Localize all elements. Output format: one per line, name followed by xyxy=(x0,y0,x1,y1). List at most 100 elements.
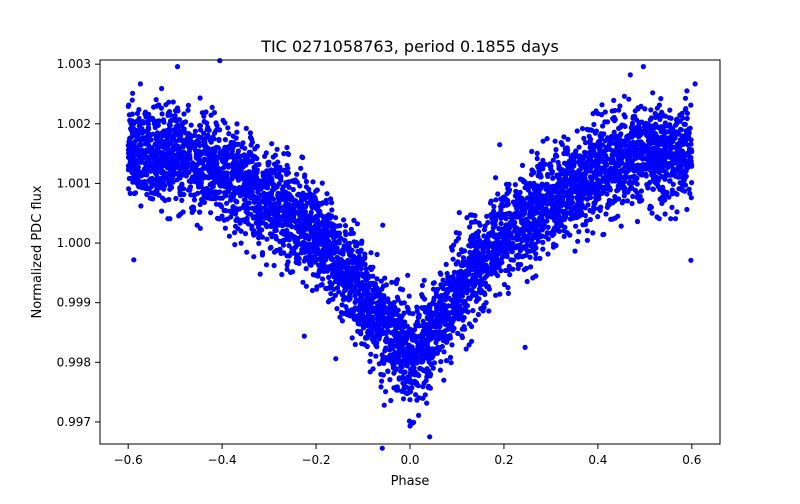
data-point xyxy=(552,138,558,144)
data-point xyxy=(342,238,348,244)
data-point xyxy=(129,130,135,136)
data-point xyxy=(428,362,434,368)
data-point xyxy=(445,289,451,296)
data-point xyxy=(317,208,323,214)
data-point xyxy=(125,154,132,160)
data-point xyxy=(493,197,499,203)
data-point xyxy=(592,130,599,136)
data-point xyxy=(634,218,641,225)
data-point xyxy=(501,241,507,247)
data-point xyxy=(330,249,336,255)
data-point xyxy=(622,148,628,154)
data-point xyxy=(531,180,537,186)
data-point xyxy=(395,307,401,313)
data-point xyxy=(524,278,530,285)
data-point xyxy=(545,171,551,178)
data-point xyxy=(307,241,313,247)
data-point xyxy=(211,166,217,172)
data-point xyxy=(587,194,594,201)
data-point xyxy=(442,297,449,303)
data-point xyxy=(657,196,663,202)
data-point xyxy=(670,169,676,175)
data-point xyxy=(563,149,569,155)
data-point xyxy=(126,102,132,108)
data-point xyxy=(389,302,395,308)
data-point xyxy=(508,233,514,239)
data-point xyxy=(482,291,488,297)
data-point xyxy=(314,286,320,292)
data-point xyxy=(192,128,198,134)
data-point xyxy=(501,236,507,242)
data-point xyxy=(300,279,306,285)
data-point xyxy=(505,186,511,192)
data-point xyxy=(150,196,156,202)
data-point xyxy=(260,170,266,176)
data-point xyxy=(229,176,235,182)
data-point xyxy=(687,190,693,197)
data-point xyxy=(138,203,144,209)
data-point xyxy=(482,280,488,286)
data-point xyxy=(373,309,379,315)
data-point xyxy=(306,248,312,254)
data-point xyxy=(558,185,564,191)
data-point xyxy=(590,230,596,236)
data-point xyxy=(259,250,266,256)
data-point xyxy=(337,314,343,320)
data-point xyxy=(285,170,291,176)
data-point xyxy=(506,263,512,269)
data-point xyxy=(485,219,491,226)
data-point xyxy=(338,309,344,316)
data-point xyxy=(576,144,582,150)
data-point xyxy=(483,300,489,306)
data-point xyxy=(152,162,158,168)
data-point xyxy=(257,227,263,233)
data-point xyxy=(583,160,589,166)
data-point xyxy=(153,97,159,103)
data-point xyxy=(469,267,475,273)
data-point xyxy=(398,300,404,306)
data-point xyxy=(445,326,451,332)
data-point xyxy=(646,125,652,131)
data-point xyxy=(316,262,322,268)
data-point xyxy=(584,188,590,194)
data-point xyxy=(362,286,368,292)
data-point xyxy=(689,180,695,186)
data-point xyxy=(292,177,299,183)
data-point xyxy=(342,223,349,229)
data-point xyxy=(438,333,444,339)
data-point xyxy=(656,102,663,108)
data-point xyxy=(555,207,561,213)
data-point xyxy=(379,378,385,384)
data-point xyxy=(409,351,415,357)
data-point xyxy=(453,230,459,236)
data-point xyxy=(602,109,608,115)
data-point xyxy=(198,135,204,141)
data-point xyxy=(532,241,538,247)
data-point xyxy=(253,220,259,226)
data-point xyxy=(249,205,255,211)
data-point xyxy=(148,190,154,196)
data-point xyxy=(564,230,570,236)
data-point xyxy=(554,173,560,179)
data-point xyxy=(630,193,636,199)
data-point xyxy=(390,319,396,325)
data-point xyxy=(518,227,524,233)
data-point xyxy=(185,107,191,113)
data-point xyxy=(480,245,486,251)
data-point xyxy=(505,285,511,291)
data-point xyxy=(231,142,237,148)
data-point xyxy=(564,145,570,151)
data-point xyxy=(600,123,606,129)
data-point xyxy=(368,250,374,256)
data-point xyxy=(308,209,314,215)
data-point xyxy=(189,205,195,211)
data-point xyxy=(493,292,499,298)
data-point xyxy=(219,213,225,219)
data-point xyxy=(653,123,659,129)
data-point xyxy=(161,128,167,134)
data-point xyxy=(674,147,681,153)
data-point xyxy=(441,377,447,383)
data-point xyxy=(540,138,546,144)
data-point xyxy=(315,204,321,210)
data-point xyxy=(661,168,667,174)
